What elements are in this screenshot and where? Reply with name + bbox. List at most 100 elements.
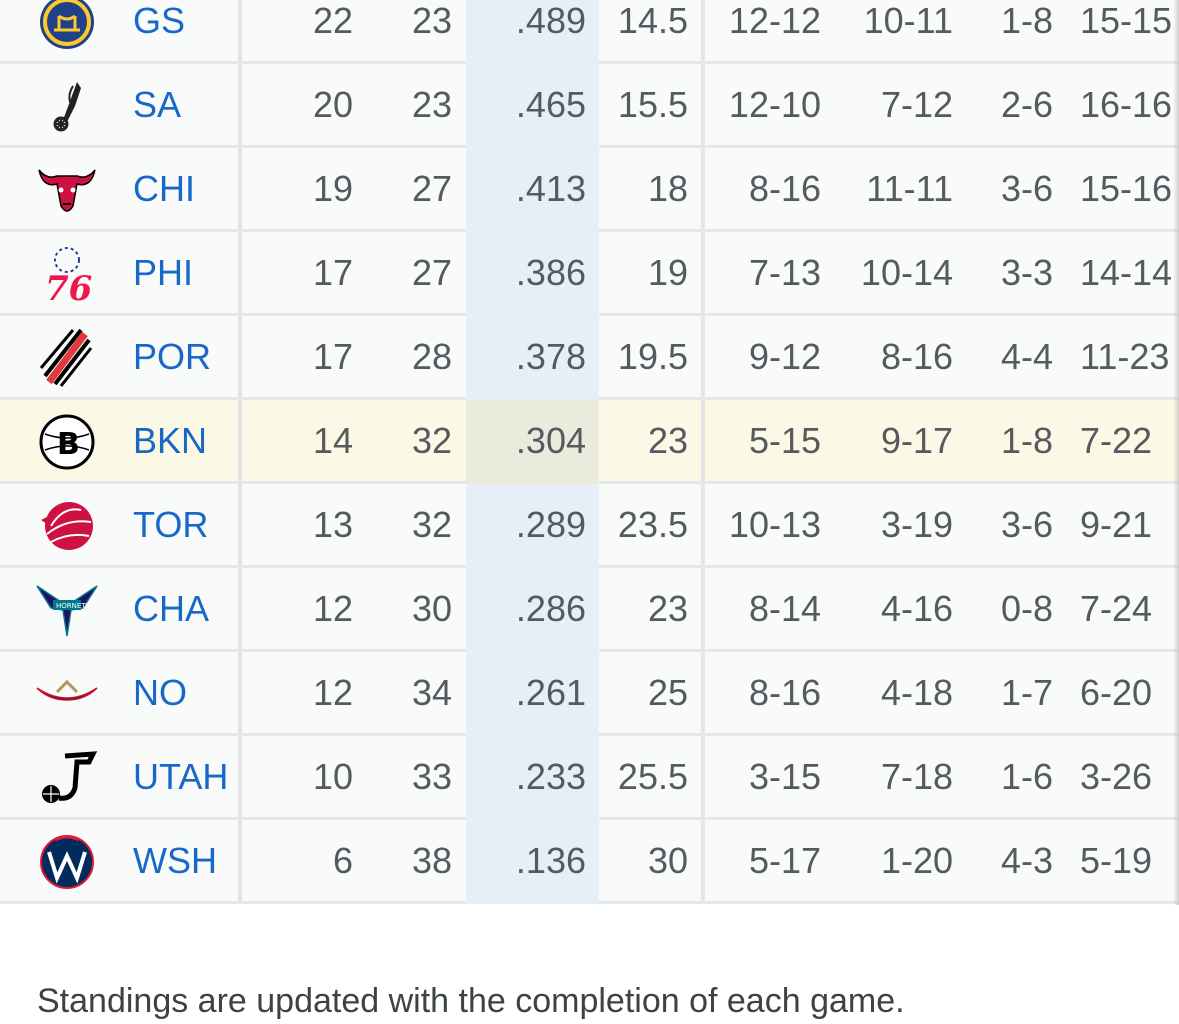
wins-cell: 22: [312, 0, 353, 41]
home-record-cell: 7-13: [748, 252, 821, 293]
column-divider: [701, 64, 705, 145]
column-divider: [701, 820, 705, 901]
wins-cell: 14: [312, 420, 353, 461]
warriors-logo-icon[interactable]: [34, 0, 100, 52]
games-behind-cell: 18: [647, 168, 688, 209]
team-link[interactable]: BKN: [133, 420, 208, 461]
team-link[interactable]: SA: [133, 84, 182, 125]
losses-cell: 38: [411, 840, 452, 881]
losses-cell: 32: [411, 504, 452, 545]
standings-row[interactable]: CHI 19 27 .413 18 8-16 11-11 3-6 15-16: [0, 148, 1179, 232]
pct-cell: .136: [515, 840, 586, 881]
wins-cell: 12: [312, 672, 353, 713]
standings-row[interactable]: UTAH 10 33 .233 25.5 3-15 7-18 1-6 3-26: [0, 736, 1179, 820]
standings-row[interactable]: HORNETS CHA 12 30 .286 23 8-14 4-16 0-8 …: [0, 568, 1179, 652]
column-divider: [238, 820, 242, 901]
jazz-logo-icon[interactable]: [34, 748, 100, 808]
losses-cell: 30: [411, 588, 452, 629]
pct-cell: .289: [515, 504, 586, 545]
pct-cell: .465: [515, 84, 586, 125]
wins-cell: 17: [312, 336, 353, 377]
standings-row[interactable]: GS 22 23 .489 14.5 12-12 10-11 1-8 15-15: [0, 0, 1179, 64]
bulls-logo-icon[interactable]: [34, 160, 100, 220]
away-record-cell: 7-12: [880, 84, 953, 125]
games-behind-cell: 25.5: [617, 756, 688, 797]
raptors-logo-icon[interactable]: [34, 496, 100, 556]
svg-text:76: 76: [45, 269, 92, 304]
team-link[interactable]: CHI: [133, 168, 195, 209]
conference-record-cell: 6-20: [1080, 672, 1153, 713]
division-record-cell: 3-6: [1000, 504, 1053, 545]
hornets-logo-icon[interactable]: HORNETS: [34, 580, 100, 640]
losses-cell: 27: [411, 168, 452, 209]
home-record-cell: 8-16: [748, 168, 821, 209]
column-divider: [701, 568, 705, 649]
home-record-cell: 5-17: [748, 840, 821, 881]
column-divider: [701, 0, 705, 61]
games-behind-cell: 14.5: [617, 0, 688, 41]
standings-row[interactable]: SA 20 23 .465 15.5 12-10 7-12 2-6 16-16: [0, 64, 1179, 148]
division-record-cell: 1-6: [1000, 756, 1053, 797]
column-divider: [238, 400, 242, 481]
away-record-cell: 4-16: [880, 588, 953, 629]
spurs-logo-icon[interactable]: [34, 76, 100, 136]
division-record-cell: 1-8: [1000, 420, 1053, 461]
blazers-logo-icon[interactable]: [34, 328, 100, 388]
away-record-cell: 10-11: [863, 0, 953, 41]
team-link[interactable]: NO: [133, 672, 187, 713]
svg-text:B: B: [57, 427, 80, 462]
pct-cell: .233: [515, 756, 586, 797]
team-link[interactable]: UTAH: [133, 756, 229, 797]
standings-row[interactable]: 76 PHI 17 27 .386 19 7-13 10-14 3-3 14-1…: [0, 232, 1179, 316]
wins-cell: 17: [312, 252, 353, 293]
games-behind-cell: 23: [647, 588, 688, 629]
team-link[interactable]: POR: [133, 336, 212, 377]
team-link[interactable]: GS: [133, 0, 186, 41]
pct-column-shade: [466, 484, 599, 568]
standings-row[interactable]: TOR 13 32 .289 23.5 10-13 3-19 3-6 9-21: [0, 484, 1179, 568]
standings-row[interactable]: POR 17 28 .378 19.5 9-12 8-16 4-4 11-23: [0, 316, 1179, 400]
nets-logo-icon[interactable]: B: [34, 412, 100, 472]
76ers-logo-icon[interactable]: 76: [34, 244, 100, 304]
standings-row[interactable]: WSH 6 38 .136 30 5-17 1-20 4-3 5-19: [0, 820, 1179, 904]
home-record-cell: 12-12: [728, 0, 821, 41]
division-record-cell: 4-4: [1000, 336, 1053, 377]
conference-record-cell: 5-19: [1080, 840, 1153, 881]
division-record-cell: 1-7: [1000, 672, 1053, 713]
home-record-cell: 8-16: [748, 672, 821, 713]
home-record-cell: 12-10: [728, 84, 821, 125]
column-divider: [238, 568, 242, 649]
conference-record-cell: 3-26: [1080, 756, 1153, 797]
conference-record-cell: 16-16: [1080, 84, 1173, 125]
column-divider: [238, 0, 242, 61]
wizards-logo-icon[interactable]: [34, 832, 100, 892]
column-divider: [238, 736, 242, 817]
team-link[interactable]: WSH: [133, 840, 217, 881]
wins-cell: 13: [312, 504, 353, 545]
team-link[interactable]: PHI: [133, 252, 194, 293]
pct-column-shade: [466, 0, 599, 64]
pct-cell: .489: [515, 0, 586, 41]
column-divider: [701, 484, 705, 565]
pct-cell: .261: [515, 672, 586, 713]
wins-cell: 10: [312, 756, 353, 797]
column-divider: [701, 148, 705, 229]
standings-row[interactable]: B BKN 14 32 .304 23 5-15 9-17 1-8 7-22: [0, 400, 1179, 484]
games-behind-cell: 15.5: [617, 84, 688, 125]
pct-column-shade: [466, 820, 599, 904]
away-record-cell: 3-19: [880, 504, 953, 545]
conference-record-cell: 7-22: [1080, 420, 1153, 461]
pelicans-logo-icon[interactable]: [34, 664, 100, 724]
division-record-cell: 0-8: [1000, 588, 1053, 629]
column-divider: [238, 316, 242, 397]
home-record-cell: 9-12: [748, 336, 821, 377]
team-link[interactable]: TOR: [133, 504, 209, 545]
pct-column-shade: [466, 400, 599, 484]
home-record-cell: 5-15: [748, 420, 821, 461]
losses-cell: 32: [411, 420, 452, 461]
conference-record-cell: 15-16: [1080, 168, 1173, 209]
team-link[interactable]: CHA: [133, 588, 210, 629]
svg-text:HORNETS: HORNETS: [56, 602, 91, 610]
standings-row[interactable]: NO 12 34 .261 25 8-16 4-18 1-7 6-20: [0, 652, 1179, 736]
pct-column-shade: [466, 148, 599, 232]
